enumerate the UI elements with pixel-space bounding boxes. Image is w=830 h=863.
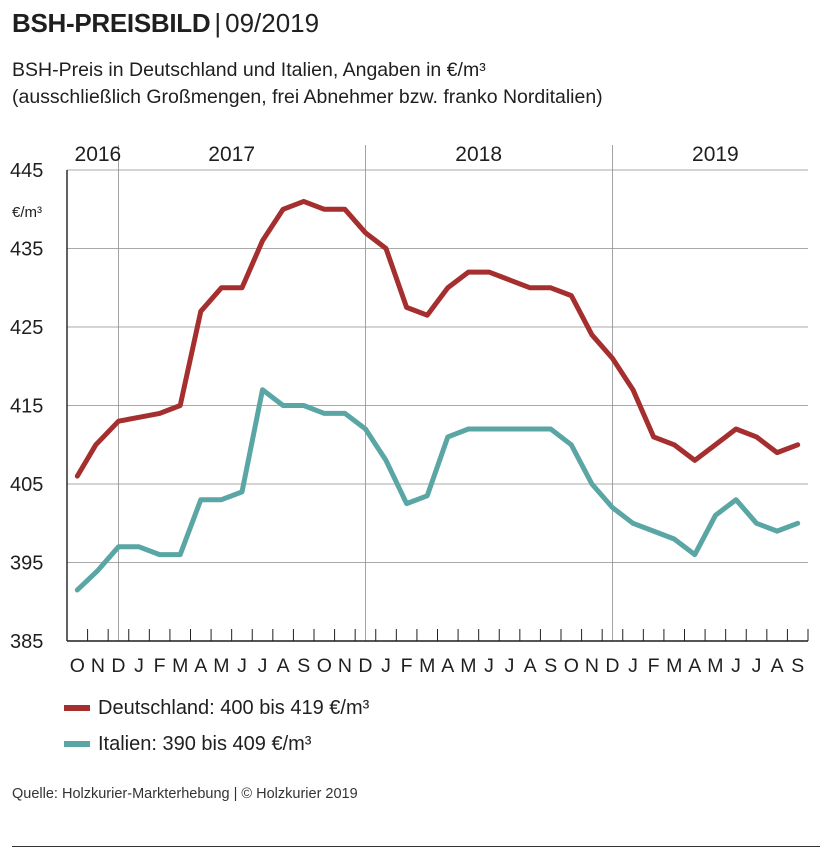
x-tick-label: D <box>358 655 372 677</box>
x-tick-label: D <box>111 655 125 677</box>
x-tick-label: M <box>707 655 723 677</box>
x-tick-label: F <box>154 655 166 677</box>
legend-label-deutschland: Deutschland: 400 bis 419 €/m³ <box>98 696 370 719</box>
x-tick-label: M <box>172 655 188 677</box>
y-tick-label: 415 <box>10 396 43 418</box>
x-tick-label: O <box>70 655 85 677</box>
x-tick-label: N <box>585 655 599 677</box>
x-tick-label: M <box>460 655 476 677</box>
legend-item-italien: Italien: 390 bis 409 €/m³ <box>64 726 369 762</box>
x-tick-label: J <box>258 655 268 677</box>
x-tick-label: J <box>752 655 762 677</box>
source-note: Quelle: Holzkurier-Markterhebung | © Hol… <box>12 786 358 802</box>
y-tick-label: 445 <box>10 160 43 182</box>
x-tick-label: A <box>688 655 701 677</box>
legend-label-italien: Italien: 390 bis 409 €/m³ <box>98 732 312 755</box>
x-tick-label: J <box>484 655 494 677</box>
x-tick-label: F <box>401 655 413 677</box>
x-tick-label: J <box>237 655 247 677</box>
x-tick-label: J <box>381 655 391 677</box>
x-tick-label: S <box>791 655 804 677</box>
x-tick-label: A <box>771 655 784 677</box>
x-tick-label: O <box>564 655 579 677</box>
x-tick-label: A <box>441 655 454 677</box>
x-tick-label: A <box>524 655 537 677</box>
x-tick-label: A <box>277 655 290 677</box>
x-tick-label: S <box>297 655 310 677</box>
year-label: 2017 <box>208 143 255 166</box>
title-separator: | <box>214 8 222 38</box>
year-label: 2018 <box>455 143 502 166</box>
x-tick-label: J <box>628 655 638 677</box>
y-tick-label: 435 <box>10 239 43 261</box>
x-tick-label: J <box>505 655 515 677</box>
x-tick-label: M <box>419 655 435 677</box>
legend-swatch-italien <box>64 741 90 747</box>
year-label: 2019 <box>692 143 739 166</box>
series-line-deutschland <box>74 198 801 479</box>
y-axis-unit-label: €/m³ <box>12 204 42 221</box>
chart-legend: Deutschland: 400 bis 419 €/m³ Italien: 3… <box>64 690 369 762</box>
y-tick-label: 395 <box>10 553 43 575</box>
x-tick-label: A <box>194 655 207 677</box>
year-label: 2016 <box>75 143 122 166</box>
legend-item-deutschland: Deutschland: 400 bis 419 €/m³ <box>64 690 369 726</box>
x-tick-label: O <box>317 655 332 677</box>
x-tick-label: J <box>731 655 741 677</box>
x-tick-label: N <box>91 655 105 677</box>
x-tick-label: M <box>666 655 682 677</box>
x-tick-label: D <box>605 655 619 677</box>
bottom-divider <box>12 846 820 847</box>
series-line-italien <box>74 387 801 593</box>
chart-title: BSH-PREISBILD | 09/2019 <box>12 6 319 40</box>
subtitle-line-2: (ausschließlich Großmengen, frei Abnehme… <box>12 86 603 108</box>
title-date: 09/2019 <box>225 8 320 38</box>
x-tick-label: S <box>544 655 557 677</box>
legend-swatch-deutschland <box>64 705 90 711</box>
y-tick-label: 425 <box>10 317 43 339</box>
x-tick-label: N <box>338 655 352 677</box>
title-main: BSH-PREISBILD <box>12 8 211 38</box>
subtitle-line-1: BSH-Preis in Deutschland und Italien, An… <box>12 59 486 81</box>
y-tick-label: 385 <box>10 631 43 653</box>
x-tick-label: F <box>648 655 660 677</box>
chart-subtitle: BSH-Preis in Deutschland und Italien, An… <box>12 57 603 111</box>
x-tick-label: J <box>134 655 144 677</box>
y-tick-label: 405 <box>10 474 43 496</box>
x-tick-label: M <box>213 655 229 677</box>
